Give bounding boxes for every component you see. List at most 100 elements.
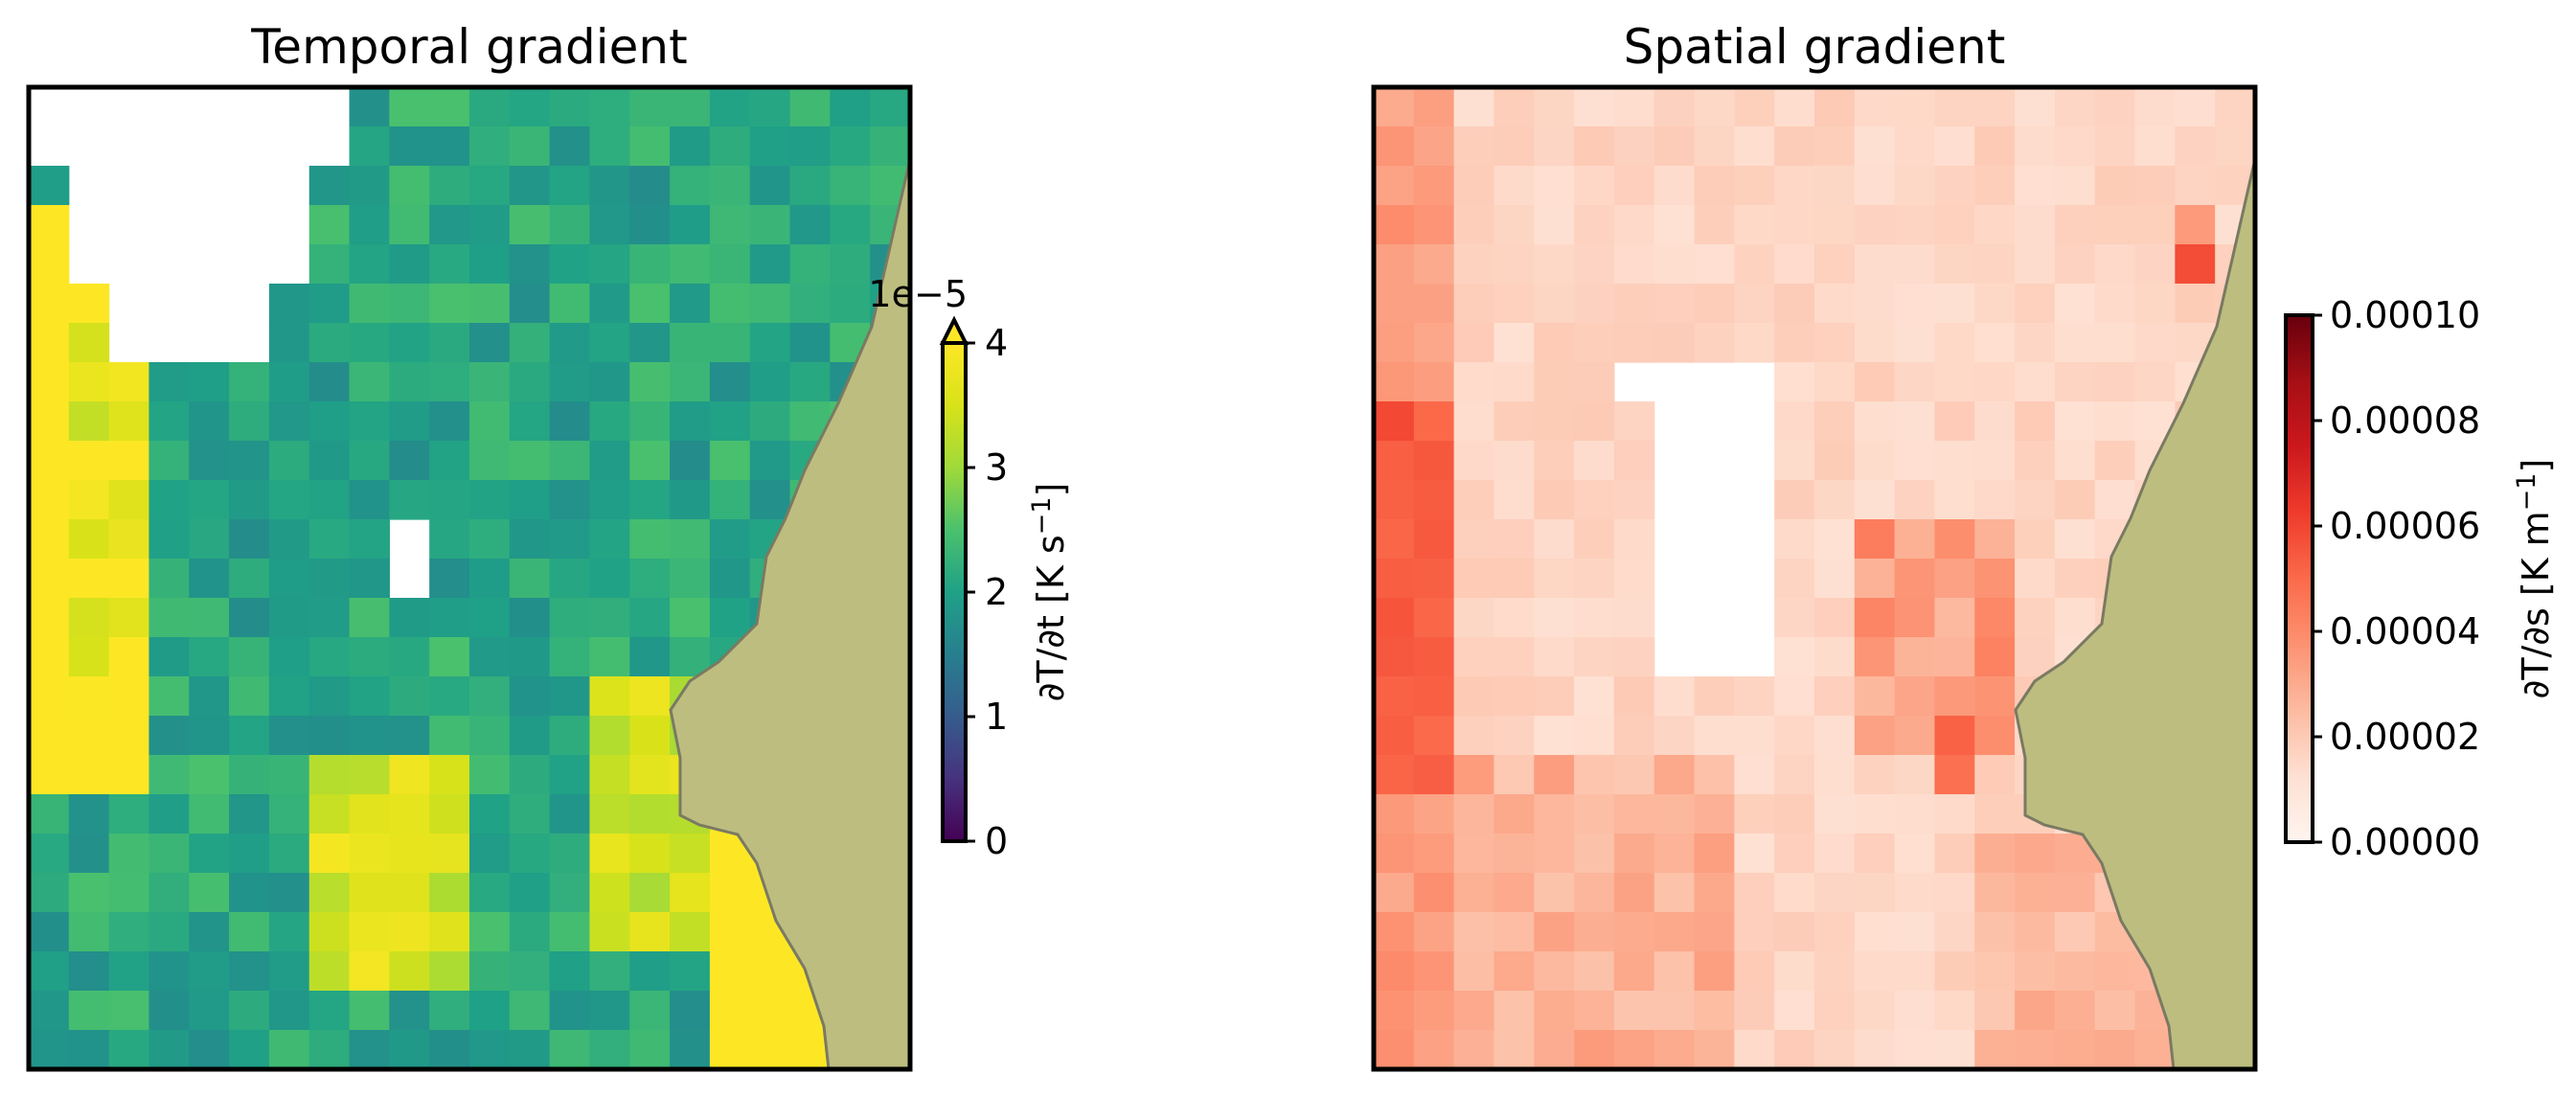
heatmap-cell <box>629 519 671 560</box>
heatmap-cell <box>1934 401 1975 442</box>
heatmap-cell <box>509 637 551 677</box>
heatmap-cell <box>509 244 551 285</box>
heatmap-cell <box>1814 755 1856 795</box>
heatmap-cell <box>2134 87 2176 127</box>
heatmap-cell <box>429 87 470 127</box>
heatmap-cell <box>1814 401 1856 442</box>
heatmap-cell <box>1453 126 1495 167</box>
heatmap-cell <box>1814 834 1856 874</box>
heatmap-cell <box>1613 873 1655 913</box>
heatmap-cell <box>189 912 230 952</box>
heatmap-cell <box>429 323 470 363</box>
heatmap-cell <box>509 755 551 795</box>
heatmap-cell <box>469 519 511 560</box>
heatmap-cell <box>1413 951 1455 992</box>
heatmap-cell <box>629 441 671 481</box>
colorbar-tick-label: 0.00006 <box>2330 505 2480 547</box>
heatmap-cell <box>349 755 390 795</box>
heatmap-cell <box>1653 873 1696 913</box>
heatmap-cell <box>509 401 551 442</box>
heatmap-cell <box>308 912 351 952</box>
heatmap-cell <box>68 951 110 992</box>
heatmap-cell <box>1413 244 1455 285</box>
heatmap-cell <box>1894 716 1936 756</box>
heatmap-cell <box>1653 716 1696 756</box>
heatmap-cell <box>148 794 190 834</box>
heatmap-cell <box>1653 323 1696 363</box>
heatmap-cell <box>1814 87 1856 127</box>
heatmap-cell <box>1854 873 1896 913</box>
heatmap-cell <box>589 716 630 756</box>
heatmap-cell <box>1574 559 1615 599</box>
heatmap-cell <box>1974 480 2016 520</box>
heatmap-cell <box>1374 87 1415 127</box>
heatmap-cell <box>2054 126 2096 167</box>
heatmap-cell <box>308 323 351 363</box>
heatmap-cell <box>1613 912 1655 952</box>
heatmap-cell <box>2015 873 2056 913</box>
heatmap-cell <box>108 794 150 834</box>
heatmap-cell <box>1493 951 1535 992</box>
heatmap-cell <box>308 480 351 520</box>
heatmap-cell <box>429 362 470 402</box>
heatmap-cell <box>268 873 310 913</box>
heatmap-cell <box>1493 794 1535 834</box>
heatmap-cell <box>1493 991 1535 1031</box>
heatmap-cell <box>389 244 430 285</box>
heatmap-cell <box>629 480 671 520</box>
spatial-colorbar-ticks: 0.00000 0.00002 0.00004 0.00006 0.00008 0.000… <box>2313 294 2480 863</box>
heatmap-cell <box>389 794 430 834</box>
heatmap-cell <box>349 873 390 913</box>
heatmap-cell <box>1894 284 1936 324</box>
heatmap-cell <box>308 637 351 677</box>
heatmap-cell <box>549 834 591 874</box>
heatmap-cell <box>148 637 190 677</box>
heatmap-cell <box>1734 794 1775 834</box>
heatmap-cell <box>1613 126 1655 167</box>
heatmap-cell <box>29 755 70 795</box>
heatmap-cell <box>2015 323 2056 363</box>
heatmap-cell <box>789 166 831 206</box>
heatmap-cell <box>2215 126 2256 167</box>
heatmap-cell <box>1854 637 1896 677</box>
heatmap-cell <box>1774 794 1815 834</box>
heatmap-cell <box>1574 598 1615 638</box>
heatmap-cell <box>1493 637 1535 677</box>
heatmap-cell <box>1894 991 1936 1031</box>
heatmap-cell <box>1413 166 1455 206</box>
heatmap-cell <box>1413 126 1455 167</box>
heatmap-cell <box>1453 519 1495 560</box>
heatmap-cell <box>429 716 470 756</box>
heatmap-cell <box>1974 559 2016 599</box>
heatmap-cell <box>509 559 551 599</box>
heatmap-cell <box>1694 716 1735 756</box>
heatmap-cell <box>29 794 70 834</box>
heatmap-cell <box>2054 205 2096 245</box>
heatmap-cell <box>1814 991 1856 1031</box>
heatmap-cell <box>229 519 270 560</box>
heatmap-cell <box>1854 284 1896 324</box>
heatmap-cell <box>189 676 230 717</box>
heatmap-cell <box>1694 284 1735 324</box>
heatmap-cell <box>2094 323 2136 363</box>
heatmap-cell <box>629 244 671 285</box>
heatmap-cell <box>1453 637 1495 677</box>
heatmap-cell <box>2094 362 2136 402</box>
heatmap-cell <box>429 755 470 795</box>
heatmap-cell <box>589 637 630 677</box>
heatmap-cell <box>2015 912 2056 952</box>
heatmap-cell <box>389 362 430 402</box>
heatmap-cell <box>709 598 751 638</box>
heatmap-cell <box>1574 441 1615 481</box>
heatmap-cell <box>1374 637 1415 677</box>
heatmap-cell <box>1613 205 1655 245</box>
heatmap-cell <box>749 401 791 442</box>
heatmap-cell <box>1934 637 1975 677</box>
heatmap-cell <box>1413 519 1455 560</box>
heatmap-cell <box>349 323 390 363</box>
heatmap-cell <box>108 991 150 1031</box>
heatmap-cell <box>1974 951 2016 992</box>
temporal-colorbar: 1e−5 0 1 2 3 4 ∂T/∂t [K s−1] <box>868 273 1072 862</box>
heatmap-cell <box>389 755 430 795</box>
heatmap-cell <box>1814 284 1856 324</box>
